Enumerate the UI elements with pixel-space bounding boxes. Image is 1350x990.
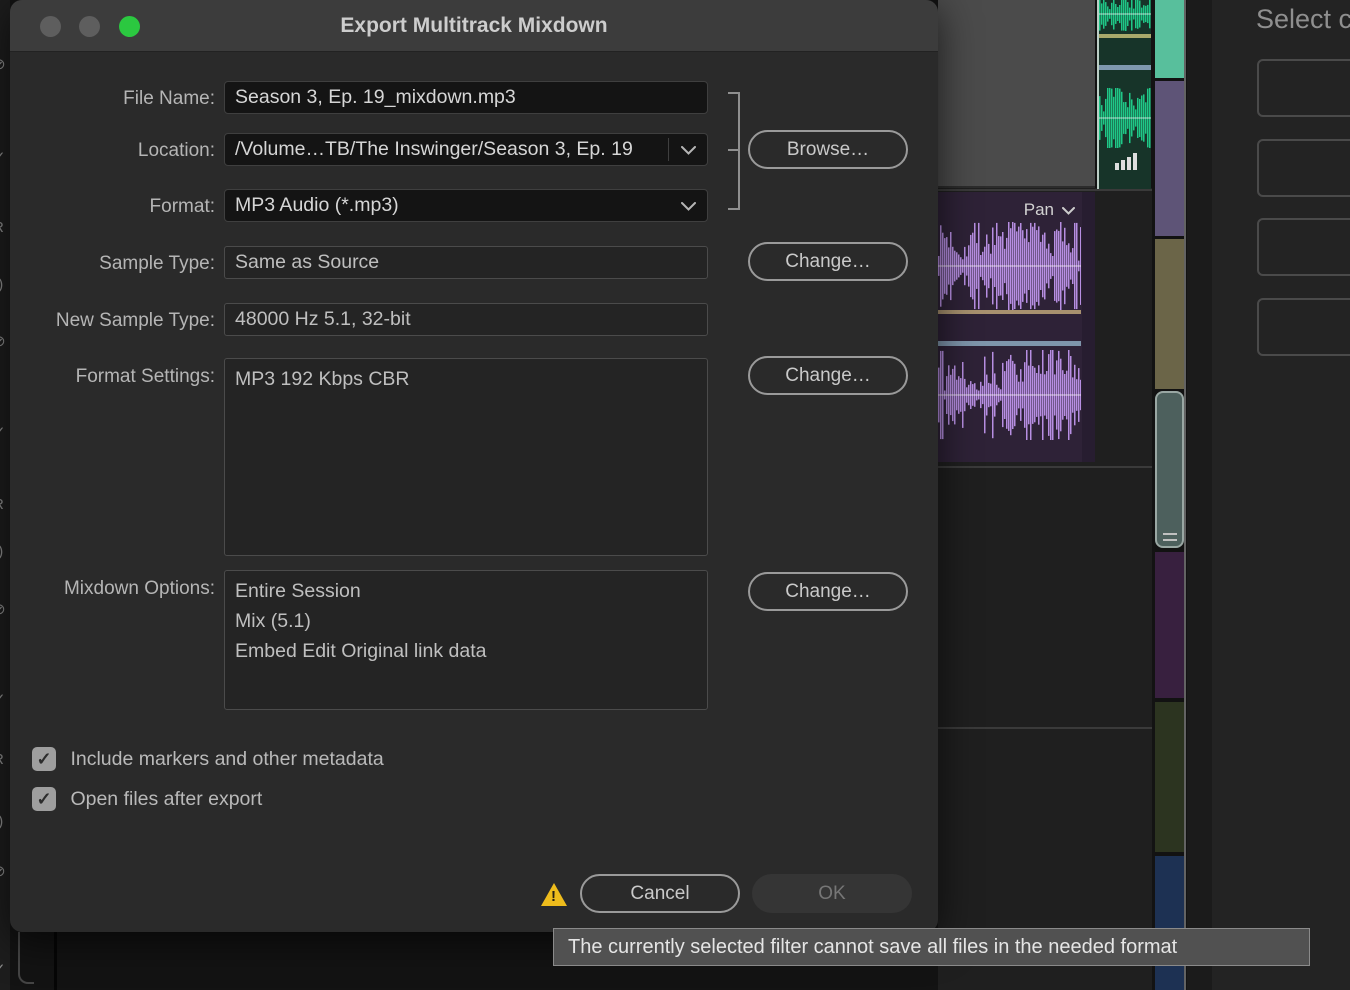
track-control-icon[interactable]: ✓ <box>0 961 13 979</box>
track-control-icon[interactable]: ✓ <box>0 424 13 442</box>
track-control-icon[interactable]: ⊘ <box>0 601 13 619</box>
overview-color-segment <box>1155 856 1184 990</box>
select-option-box[interactable] <box>1257 59 1350 117</box>
location-dropdown[interactable]: /Volume…TB/The Inswinger/Season 3, Ep. 1… <box>224 133 708 166</box>
automation-line-blue <box>1099 65 1151 70</box>
select-panel: Select c <box>1212 0 1350 990</box>
track-control-icon[interactable]: •) <box>0 543 13 561</box>
overview-scrollbar-thumb[interactable] <box>1155 391 1184 548</box>
minimize-button[interactable] <box>79 16 100 37</box>
sample-type-value: Same as Source <box>224 246 708 279</box>
format-value: MP3 Audio (*.mp3) <box>235 194 399 216</box>
left-toolbar-strip: ⊘›✓R•)⊘›✓R•)⊘›✓R•)⊘›✓ <box>0 0 10 990</box>
waveform <box>938 222 1081 310</box>
location-value: /Volume…TB/The Inswinger/Season 3, Ep. 1… <box>235 138 633 160</box>
browse-button[interactable]: Browse… <box>748 130 908 169</box>
drag-handle-icon[interactable] <box>1162 533 1177 541</box>
track-control-icon[interactable]: •) <box>0 276 13 294</box>
panel-corner <box>18 932 34 984</box>
panel-edge-line <box>54 932 57 990</box>
checkbox-label: Include markers and other metadata <box>70 748 384 770</box>
format-label: Format: <box>149 196 215 217</box>
file-name-input[interactable]: Season 3, Ep. 19_mixdown.mp3 <box>224 81 708 114</box>
overview-color-segment <box>1155 81 1184 236</box>
track-divider <box>938 466 1152 468</box>
change-format-settings-button[interactable]: Change… <box>748 356 908 395</box>
track-control-icon[interactable]: •) <box>0 813 13 831</box>
mixdown-option-line: Entire Session <box>235 580 361 602</box>
track-control-icon[interactable]: R <box>0 751 13 769</box>
cancel-button[interactable]: Cancel <box>580 874 740 913</box>
change-mixdown-options-button[interactable]: Change… <box>748 572 908 611</box>
track-control-icon[interactable]: ✓ <box>0 691 13 709</box>
pan-control[interactable]: Pan <box>1024 200 1075 220</box>
green-audio-clip <box>1097 0 1151 190</box>
waveform <box>938 350 1081 440</box>
change-sample-type-button[interactable]: Change… <box>748 242 908 281</box>
automation-line-tan <box>938 310 1081 314</box>
dialog-titlebar: Export Multitrack Mixdown <box>10 0 938 52</box>
checkbox-checked-icon[interactable]: ✓ <box>32 787 56 811</box>
track-divider <box>938 189 1152 191</box>
select-panel-title: Select c <box>1256 4 1350 34</box>
track-control-icon[interactable]: ⊘ <box>0 863 13 881</box>
chevron-down-icon <box>681 202 696 211</box>
track-control-icon[interactable]: ✓ <box>0 149 13 167</box>
new-sample-type-value: 48000 Hz 5.1, 32-bit <box>224 303 708 336</box>
dropdown-separator <box>668 138 669 161</box>
chevron-down-icon <box>1062 207 1075 215</box>
panel-divider <box>1187 0 1212 990</box>
overview-color-segment <box>1155 552 1184 698</box>
pan-label: Pan <box>1023 200 1054 219</box>
format-settings-value: MP3 192 Kbps CBR <box>224 358 708 556</box>
select-option-box[interactable] <box>1257 138 1350 197</box>
overview-color-segment <box>1155 239 1184 389</box>
ok-button[interactable]: OK <box>752 874 912 913</box>
format-settings-label: Format Settings: <box>75 366 215 387</box>
clip-edge <box>1082 192 1095 462</box>
track-overview-strip <box>1155 0 1186 990</box>
chevron-down-icon <box>681 146 696 155</box>
export-dialog: Export Multitrack Mixdown File Name: Sea… <box>10 0 938 932</box>
checkbox-checked-icon[interactable]: ✓ <box>32 747 56 771</box>
mixdown-options-label: Mixdown Options: <box>63 578 215 599</box>
track-control-icon[interactable]: R <box>0 219 13 237</box>
track-header-panel <box>938 0 1095 188</box>
track-control-icon[interactable]: ⊘ <box>0 56 13 74</box>
file-name-label: File Name: <box>123 88 215 109</box>
mixdown-option-line: Mix (5.1) <box>235 610 311 632</box>
checkbox-label: Open files after export <box>70 788 263 810</box>
select-option-box[interactable] <box>1257 297 1350 356</box>
warning-tooltip: The currently selected filter cannot sav… <box>553 928 1310 966</box>
format-dropdown[interactable]: MP3 Audio (*.mp3) <box>224 189 708 222</box>
zoom-button[interactable] <box>119 16 140 37</box>
automation-line-yellow <box>1099 34 1151 38</box>
warning-triangle-icon <box>541 883 567 906</box>
purple-track-clip: Pan <box>938 192 1095 462</box>
close-button[interactable] <box>40 16 61 37</box>
track-divider <box>938 727 1152 729</box>
select-option-box[interactable] <box>1257 218 1350 276</box>
mixdown-options-value: Entire Session Mix (5.1) Embed Edit Orig… <box>224 570 708 710</box>
sample-type-label: Sample Type: <box>99 253 215 274</box>
overview-color-segment <box>1155 0 1184 78</box>
overview-color-segment <box>1155 702 1184 852</box>
track-control-icon[interactable]: ⊘ <box>0 333 13 351</box>
location-label: Location: <box>137 140 215 161</box>
audio-level-bars-icon <box>1115 152 1139 170</box>
dialog-title: Export Multitrack Mixdown <box>340 14 608 37</box>
checkbox-row-open-files[interactable]: ✓ Open files after export <box>32 787 262 811</box>
checkbox-row-markers[interactable]: ✓ Include markers and other metadata <box>32 747 384 771</box>
new-sample-type-label: New Sample Type: <box>55 310 215 331</box>
automation-line-blue <box>938 341 1081 346</box>
waveform <box>1099 88 1151 148</box>
waveform <box>1099 0 1151 31</box>
track-control-icon[interactable]: R <box>0 496 13 514</box>
mixdown-option-line: Embed Edit Original link data <box>235 640 487 662</box>
group-bracket <box>728 92 740 210</box>
